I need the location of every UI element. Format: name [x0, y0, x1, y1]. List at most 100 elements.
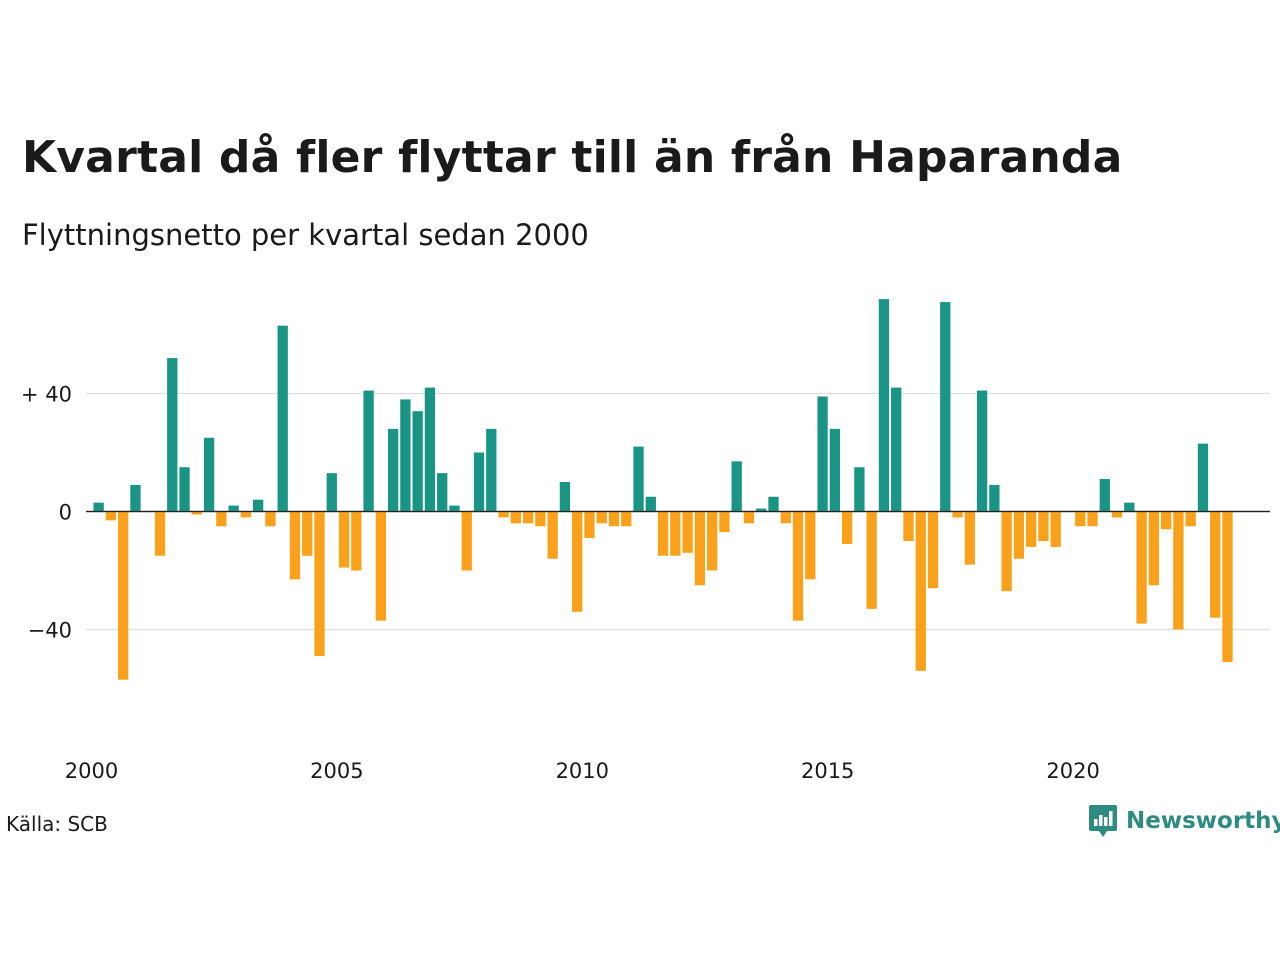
bar [1099, 479, 1110, 512]
bar [805, 511, 816, 580]
bar [621, 511, 632, 527]
bar [473, 452, 485, 512]
bar [694, 511, 706, 586]
chart-title: Kvartal då fler flyttar till än från Hap… [22, 132, 1123, 183]
bar [216, 511, 227, 527]
bar [841, 511, 853, 544]
bar [964, 511, 975, 565]
bar [1148, 511, 1160, 586]
bar [338, 511, 350, 568]
bar [682, 511, 693, 553]
bar [1210, 511, 1221, 618]
bar [351, 511, 362, 571]
bar [302, 511, 313, 556]
bar [1050, 511, 1061, 547]
bar [547, 511, 558, 559]
bar [240, 511, 252, 518]
bar [952, 511, 963, 518]
bar [976, 390, 988, 512]
bar [400, 399, 411, 512]
bar [522, 511, 534, 524]
bar [866, 511, 877, 609]
bar [1124, 502, 1135, 512]
bar [878, 299, 890, 512]
bar [412, 411, 423, 512]
bar [903, 511, 914, 541]
bar [792, 511, 804, 621]
bar [191, 511, 202, 515]
bar [277, 325, 288, 512]
bar [915, 511, 926, 671]
bar [891, 387, 902, 512]
bar [1136, 511, 1147, 624]
bar [179, 467, 190, 512]
bar [387, 428, 399, 512]
bar [1197, 443, 1209, 512]
bar [1185, 511, 1196, 527]
bar [167, 358, 178, 512]
bar [854, 467, 865, 512]
bar [118, 511, 129, 680]
x-tick-label: 2000 [65, 759, 118, 783]
y-tick-label: + 40 [21, 383, 72, 407]
bar [1038, 511, 1049, 541]
bar [203, 437, 215, 512]
bar [829, 428, 840, 512]
bar [1026, 511, 1037, 547]
bar [768, 496, 779, 512]
y-tick-label: 0 [59, 501, 72, 525]
bar [817, 396, 828, 512]
bar [1222, 511, 1233, 662]
bar [780, 511, 791, 524]
x-tick-label: 2010 [556, 759, 609, 783]
bar [1160, 511, 1172, 530]
tick-labels: + 40 0 −40 2000 2005 2010 2015 2020 [21, 383, 1100, 784]
bar [596, 511, 607, 524]
bar [645, 496, 656, 512]
bar [93, 502, 104, 512]
bar [461, 511, 472, 571]
x-tick-label: 2020 [1046, 759, 1099, 783]
bar [608, 511, 620, 527]
bar [927, 511, 939, 589]
bar [228, 505, 239, 512]
bar [1173, 511, 1184, 630]
bar [375, 511, 387, 621]
bar [1111, 511, 1123, 518]
bar [731, 461, 742, 512]
x-tick-label: 2015 [801, 759, 854, 783]
bar [989, 484, 1000, 512]
brand-name: Newsworthy [1126, 808, 1280, 834]
y-tick-label: −40 [28, 619, 72, 643]
bar [1075, 511, 1086, 527]
bar [449, 505, 460, 512]
bar [670, 511, 681, 556]
bar [105, 511, 117, 521]
bar [486, 428, 497, 512]
x-tick-label: 2005 [310, 759, 363, 783]
bar [1013, 511, 1025, 559]
bar [424, 387, 436, 512]
newsworthy-logo[interactable]: Newsworthy [1088, 804, 1280, 838]
bar [326, 473, 337, 512]
bar [756, 508, 767, 512]
bar [289, 511, 301, 580]
chart-bubble-icon [1089, 805, 1117, 837]
bar [657, 511, 669, 556]
chart-subtitle: Flyttningsnetto per kvartal sedan 2000 [22, 218, 589, 252]
bar [363, 390, 374, 512]
bar [633, 446, 644, 512]
bar [265, 511, 276, 527]
bar [510, 511, 521, 524]
bar [584, 511, 595, 539]
bar [707, 511, 718, 571]
bar [535, 511, 546, 527]
bar [437, 473, 448, 512]
bar [1087, 511, 1098, 527]
bar [559, 482, 571, 512]
bar [130, 484, 141, 512]
bar [498, 511, 509, 518]
bar [572, 511, 583, 612]
bar [743, 511, 755, 524]
